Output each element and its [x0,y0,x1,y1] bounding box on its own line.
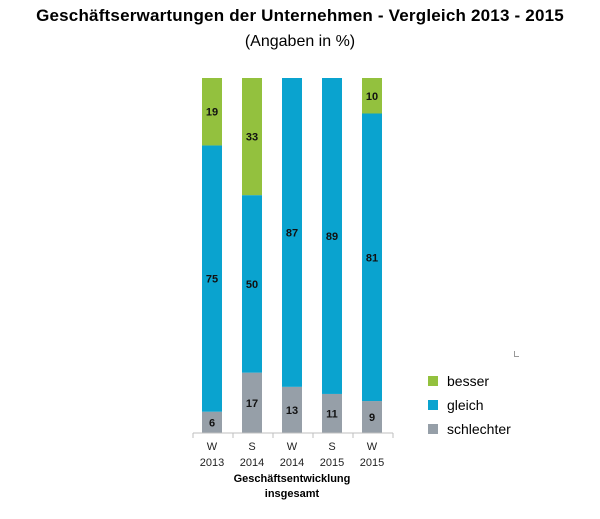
bar-label-gleich-4: 89 [326,231,338,243]
bar-schlechter-5 [362,401,382,433]
x-tick-label-4-line2: 2015 [320,457,344,469]
x-axis-group-label-line2: insgesamt [264,488,320,500]
bar-label-gleich-5: 81 [366,252,378,264]
legend-label-besser: besser [447,373,490,389]
bar-label-schlechter-1: 6 [209,417,215,429]
x-tick-label-1-line1: W [207,441,218,453]
x-tick-label-5-line1: W [367,441,378,453]
bar-schlechter-3 [282,386,302,433]
bar-schlechter-1 [202,411,222,433]
bar-besser-1 [202,78,222,146]
legend-swatch-besser [428,376,438,386]
bar-label-schlechter-2: 17 [246,398,258,410]
x-tick-label-3-line2: 2014 [280,457,304,469]
x-tick-label-3-line1: W [287,441,298,453]
legend-swatch-schlechter [428,424,438,434]
bar-label-besser-2: 33 [246,132,258,144]
x-axis-group-label: Geschäftsentwicklung insgesamt [192,472,392,502]
chart-legend: besser gleich schlechter [428,369,511,441]
x-tick-label-2-line2: 2014 [240,457,264,469]
bar-gleich-4 [322,78,342,394]
bar-label-gleich-3: 87 [286,227,298,239]
bar-schlechter-2 [242,372,262,433]
legend-swatch-gleich [428,400,438,410]
bar-label-besser-5: 10 [366,91,378,103]
legend-item-schlechter: schlechter [428,417,511,441]
x-axis-group-label-line1: Geschäftsentwicklung [233,473,351,485]
bar-gleich-3 [282,78,302,387]
bar-label-gleich-2: 50 [246,279,258,291]
bar-besser-2 [242,78,262,196]
bar-besser-5 [362,78,382,114]
x-tick-label-5-line2: 2015 [360,457,384,469]
legend-item-besser: besser [428,369,511,393]
bar-schlechter-4 [322,393,342,433]
x-tick-label-2-line1: S [248,441,255,453]
x-tick-label-1-line2: 2013 [200,457,224,469]
bar-label-besser-1: 19 [206,107,218,119]
chart-title: Geschäftserwartungen der Unternehmen - V… [36,6,564,25]
bar-gleich-1 [202,145,222,412]
bar-gleich-2 [242,195,262,373]
bar-label-gleich-1: 75 [206,274,218,286]
legend-label-schlechter: schlechter [447,421,511,437]
bar-gleich-5 [362,113,382,402]
bar-label-schlechter-4: 11 [326,408,338,420]
legend-label-gleich: gleich [447,397,484,413]
legend-item-gleich: gleich [428,393,511,417]
corner-mark [514,351,519,357]
chart-subtitle: (Angaben in %) [244,33,356,50]
x-tick-label-4-line1: S [328,441,335,453]
bar-label-schlechter-3: 13 [286,405,298,417]
bar-label-schlechter-5: 9 [369,412,375,424]
